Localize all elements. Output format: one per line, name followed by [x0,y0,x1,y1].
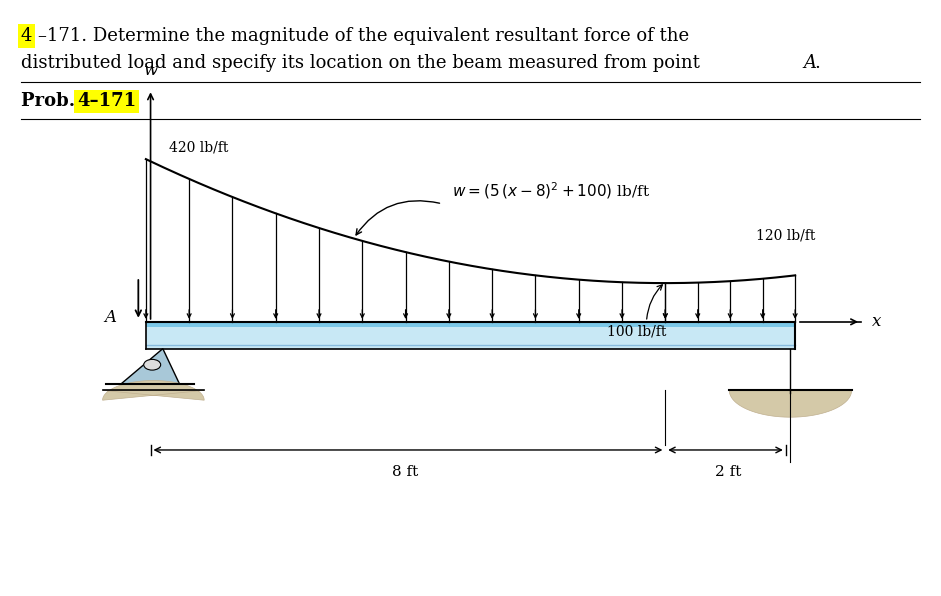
Text: A: A [104,309,116,325]
Text: distributed load and specify its location on the beam measured from point: distributed load and specify its locatio… [21,54,706,72]
Text: 8 ft: 8 ft [392,465,419,479]
Text: 2 ft: 2 ft [714,465,742,479]
Text: 4–171: 4–171 [77,92,136,110]
Circle shape [144,359,161,370]
Text: 120 lb/ft: 120 lb/ft [756,229,816,243]
Polygon shape [120,349,180,384]
Text: A: A [804,54,817,72]
Text: 4: 4 [21,27,32,45]
Text: –171. Determine the magnitude of the equivalent resultant force of the: –171. Determine the magnitude of the equ… [38,27,689,45]
Bar [146,322,795,349]
Text: x: x [872,313,882,330]
Text: 100 lb/ft: 100 lb/ft [607,325,667,339]
Bar [146,322,795,327]
Polygon shape [103,381,204,401]
Text: .: . [814,54,820,72]
Text: Prob.: Prob. [21,92,81,110]
Text: 420 lb/ft: 420 lb/ft [169,141,229,154]
Text: w: w [143,61,158,79]
Text: $w = (5\,(x - 8)^2 + 100)$ lb/ft: $w = (5\,(x - 8)^2 + 100)$ lb/ft [452,180,650,201]
Polygon shape [729,390,852,417]
